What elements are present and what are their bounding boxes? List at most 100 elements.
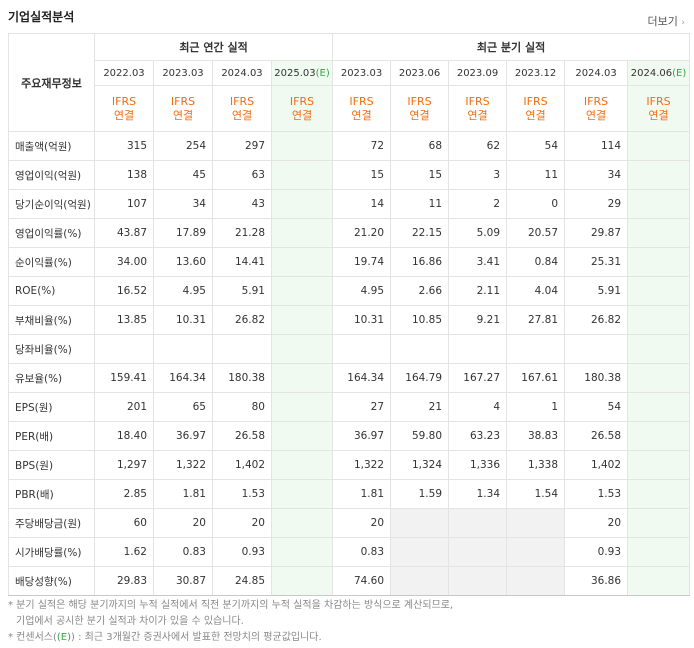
annual-value: 180.38	[212, 363, 272, 393]
ifrs-consolidated: 연결	[291, 108, 313, 122]
ifrs-consolidated: 연결	[351, 108, 372, 122]
quarter-value: 11	[506, 160, 566, 190]
table-row: 영업이익률(%) 43.87 17.89 21.28 21.20 22.15 5.09 20.…	[8, 218, 691, 248]
annual-value	[270, 334, 334, 364]
table-row: 부채비율(%) 13.85 10.31 26.82 10.31 10.85 9.21 27.8…	[8, 305, 691, 335]
annual-value	[212, 334, 272, 364]
annual-value: 16.52	[94, 276, 154, 306]
date-label: 2024.06	[630, 67, 673, 79]
quarter-value: 20.57	[506, 218, 566, 248]
quarter-value: 34	[564, 160, 629, 190]
ifrs-label: IFRS 연결	[153, 85, 213, 132]
annual-value: 14.41	[212, 247, 272, 277]
estimate-mark: (E)	[672, 67, 687, 79]
quarter-value	[627, 363, 691, 393]
estimate-mark: (E)	[56, 632, 72, 643]
quarter-value	[390, 537, 450, 567]
quarter-value: 54	[564, 392, 629, 422]
quarter-value	[506, 508, 566, 538]
quarter-value: 2.11	[448, 276, 508, 306]
quarter-value: 2.66	[390, 276, 450, 306]
row-label: 시가배당률(%)	[8, 537, 95, 567]
annual-value: 26.82	[212, 305, 272, 335]
quarter-value	[506, 537, 566, 567]
ifrs-label: IFRS 연결	[212, 85, 272, 132]
ifrs-label: IFRS 연결	[448, 85, 508, 132]
quarter-value: 1.54	[506, 479, 566, 509]
ifrs-consolidated: 연결	[113, 108, 135, 122]
table-row: 당기순이익(억원) 107 34 43 14 11 2 0 29	[8, 189, 691, 219]
quarter-date-header: 2023.09	[448, 60, 508, 86]
annual-value	[270, 566, 334, 596]
quarter-value	[332, 334, 392, 364]
quarter-value: 20	[564, 508, 629, 538]
quarter-value	[627, 305, 691, 335]
ifrs-consolidated: 연결	[648, 108, 669, 122]
quarter-value	[390, 566, 450, 596]
quarter-value	[627, 421, 691, 451]
quarter-value	[390, 508, 450, 538]
quarter-value: 16.86	[390, 247, 450, 277]
quarter-value: 22.15	[390, 218, 450, 248]
quarter-value: 38.83	[506, 421, 566, 451]
financial-table: 주요재무정보 최근 연간 실적 최근 분기 실적 2022.03 2023.03 2024…	[8, 33, 691, 596]
date-label: 2023.09	[456, 67, 499, 79]
more-link[interactable]: 더보기 ›	[648, 13, 685, 29]
quarter-value: 11	[390, 189, 450, 219]
annual-value: 34.00	[94, 247, 154, 277]
date-label: 2023.06	[398, 67, 441, 79]
ifrs-label: IFRS 연결	[270, 85, 334, 132]
row-label: PER(배)	[8, 421, 95, 451]
annual-value: 2.85	[94, 479, 154, 509]
ifrs-standard: IFRS	[170, 94, 196, 108]
date-label: 2023.03	[162, 67, 204, 79]
annual-value: 13.85	[94, 305, 154, 335]
quarter-value: 1,336	[448, 450, 508, 480]
quarter-value: 0.93	[564, 537, 629, 567]
annual-value	[153, 334, 213, 364]
quarter-value	[627, 276, 691, 306]
quarter-value: 27.81	[506, 305, 566, 335]
annual-value	[94, 334, 154, 364]
annual-value: 297	[212, 131, 272, 161]
annual-date-header: 2024.03	[212, 60, 272, 86]
quarter-value	[448, 508, 508, 538]
footnotes: * 분기 실적은 해당 분기까지의 누적 실적에서 직전 분기까지의 누적 실적…	[8, 598, 453, 646]
annual-value: 5.91	[212, 276, 272, 306]
quarter-value: 25.31	[564, 247, 629, 277]
quarter-date-header: 2023.12	[506, 60, 566, 86]
annual-value: 1.62	[94, 537, 154, 567]
section-title: 기업실적분석	[8, 10, 75, 24]
annual-value: 60	[94, 508, 154, 538]
quarter-value: 9.21	[448, 305, 508, 335]
annual-value: 1.81	[153, 479, 213, 509]
annual-group-header: 최근 연간 실적	[93, 33, 334, 61]
table-row: 당좌비율(%)	[8, 334, 691, 364]
quarter-date-header: 2023.03	[332, 60, 392, 86]
row-label: 매출액(억원)	[8, 131, 95, 161]
date-label: 2025.03	[274, 67, 316, 79]
annual-date-header: 2022.03	[94, 60, 154, 86]
footnote-2: 기업에서 공시한 분기 실적과 차이가 있을 수 있습니다.	[16, 616, 244, 627]
quarter-value: 180.38	[564, 363, 629, 393]
ifrs-label: IFRS 연결	[627, 85, 691, 132]
quarter-value: 164.34	[332, 363, 392, 393]
quarter-value	[448, 334, 508, 364]
annual-value: 24.85	[212, 566, 272, 596]
annual-value: 21.28	[212, 218, 272, 248]
annual-value	[270, 276, 334, 306]
quarter-value	[627, 334, 691, 364]
annual-value	[270, 508, 334, 538]
row-label: 배당성향(%)	[8, 566, 95, 596]
quarter-value: 1	[506, 392, 566, 422]
quarter-value: 59.80	[390, 421, 450, 451]
ifrs-consolidated: 연결	[172, 108, 194, 122]
row-label: 순이익률(%)	[8, 247, 95, 277]
quarter-value: 0	[506, 189, 566, 219]
quarter-value: 3.41	[448, 247, 508, 277]
row-label: ROE(%)	[8, 276, 95, 306]
quarter-value: 21	[390, 392, 450, 422]
annual-value: 138	[94, 160, 154, 190]
quarter-value: 29	[564, 189, 629, 219]
quarter-value: 21.20	[332, 218, 392, 248]
